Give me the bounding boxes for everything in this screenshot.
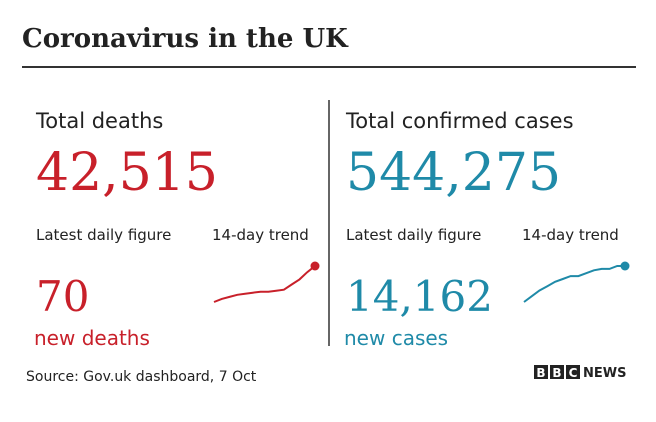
logo-letter: C — [569, 366, 578, 380]
daily-unit: new cases — [344, 326, 448, 350]
trend-line — [523, 265, 625, 303]
logo-box — [566, 365, 580, 379]
source: Source: Gov.uk dashboard, 7 Oct — [26, 369, 257, 385]
daily-label: Latest daily figure — [346, 226, 481, 244]
daily-value: 70 — [36, 272, 89, 321]
title: Coronavirus in the UK — [22, 24, 349, 54]
trend-line — [213, 265, 316, 303]
daily-value: 14,162 — [346, 272, 493, 321]
daily-label: Latest daily figure — [36, 226, 171, 244]
bbc-logo: B B C NEWS — [534, 365, 626, 381]
logo-letter: B — [536, 366, 545, 380]
trend-label: 14-day trend — [522, 226, 619, 244]
logo-box — [550, 365, 564, 379]
trend-end — [310, 261, 320, 271]
daily-unit: new deaths — [34, 326, 150, 350]
logo-box — [534, 365, 548, 379]
panel-total: 544,275 — [346, 143, 561, 203]
panel-total: 42,515 — [36, 143, 218, 203]
trend-label: 14-day trend — [212, 226, 309, 244]
panel-heading: Total deaths — [35, 109, 163, 133]
logo-letter: B — [552, 366, 561, 380]
logo-word: NEWS — [583, 366, 626, 381]
trend-end — [620, 261, 630, 271]
panel-heading: Total confirmed cases — [345, 109, 574, 133]
